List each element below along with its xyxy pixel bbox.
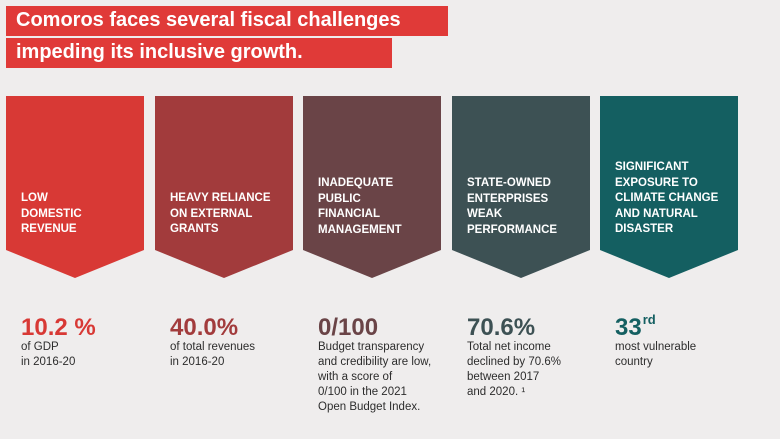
- challenge-column-soe: STATE-OWNED ENTERPRISES WEAK PERFORMANCE…: [452, 96, 590, 398]
- challenge-column-revenue: LOW DOMESTIC REVENUE 10.2 % of GDP in 20…: [6, 96, 144, 368]
- challenge-banner: INADEQUATE PUBLIC FINANCIAL MANAGEMENT: [303, 96, 441, 278]
- challenge-description: of GDP in 2016-20: [21, 341, 76, 368]
- challenge-banner: LOW DOMESTIC REVENUE: [6, 96, 144, 278]
- banner-shape: [6, 96, 144, 278]
- challenge-column-climate: SIGNIFICANT EXPOSURE TO CLIMATE CHANGE A…: [600, 96, 738, 368]
- banner-shape: [303, 96, 441, 278]
- challenge-column-grants: HEAVY RELIANCE ON EXTERNAL GRANTS 40.0% …: [155, 96, 293, 368]
- challenge-title: LOW DOMESTIC REVENUE: [21, 192, 82, 235]
- challenge-description: of total revenues in 2016-20: [170, 341, 256, 368]
- banner-shape: [600, 96, 738, 278]
- challenge-column-pfm: INADEQUATE PUBLIC FINANCIAL MANAGEMENT 0…: [303, 96, 441, 413]
- banner-shape: [155, 96, 293, 278]
- challenge-stat: 40.0%: [170, 314, 239, 341]
- challenge-title: STATE-OWNED ENTERPRISES WEAK PERFORMANCE: [467, 177, 558, 236]
- challenge-description: Budget transparency and credibility are …: [318, 341, 432, 413]
- banner-shape: [452, 96, 590, 278]
- challenge-banner: STATE-OWNED ENTERPRISES WEAK PERFORMANCE: [452, 96, 590, 278]
- challenge-banner: SIGNIFICANT EXPOSURE TO CLIMATE CHANGE A…: [600, 96, 738, 278]
- page-title-line-1: Comoros faces several fiscal challenges: [6, 6, 448, 36]
- challenge-title: SIGNIFICANT EXPOSURE TO CLIMATE CHANGE A…: [615, 161, 719, 235]
- challenge-description: Total net income declined by 70.6% betwe…: [467, 341, 561, 398]
- challenge-title: INADEQUATE PUBLIC FINANCIAL MANAGEMENT: [318, 177, 402, 236]
- challenge-stat: 33rd: [615, 312, 656, 341]
- challenge-title: HEAVY RELIANCE ON EXTERNAL GRANTS: [170, 192, 271, 235]
- challenge-stat: 0/100: [318, 314, 379, 341]
- page-title-line-2: impeding its inclusive growth.: [6, 38, 392, 68]
- challenge-stat: 10.2 %: [21, 314, 96, 341]
- challenge-stat: 70.6%: [467, 314, 536, 341]
- challenge-banner: HEAVY RELIANCE ON EXTERNAL GRANTS: [155, 96, 293, 278]
- challenge-description: most vulnerable country: [615, 341, 697, 368]
